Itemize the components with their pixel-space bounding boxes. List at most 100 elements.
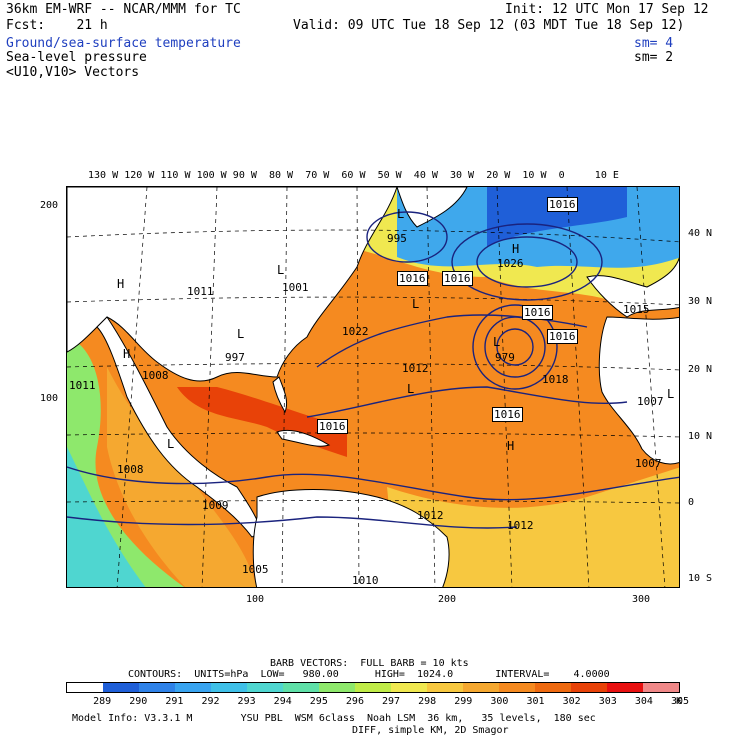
legend-value: 289 — [93, 696, 112, 707]
longitude-label: 10 W — [522, 170, 547, 181]
pressure-label: 1012 — [402, 362, 429, 375]
latitude-label: 40 N — [688, 228, 713, 239]
legend-values: 289 290 291 292 293 294 295 296 297 298 299 300 301 3… — [66, 696, 689, 708]
legend-swatch — [319, 683, 355, 692]
y-grid-label: 100 — [40, 393, 59, 404]
low-pressure-marker: L — [412, 297, 420, 311]
legend-swatch — [247, 683, 283, 692]
north-america-land — [67, 187, 398, 382]
longitude-label: 20 W — [486, 170, 511, 181]
pressure-label: 1005 — [242, 563, 269, 576]
legend-swatch — [175, 683, 211, 692]
legend-value: 294 — [273, 696, 292, 707]
legend-swatch — [643, 683, 679, 692]
isobars — [67, 211, 679, 529]
legend-swatch — [463, 683, 499, 692]
latitude-label: 0 — [688, 497, 695, 508]
x-grid-label: 100 — [246, 594, 265, 605]
longitude-label: 100 W — [196, 170, 227, 181]
legend-value: 300 — [490, 696, 509, 707]
pressure-label: 1022 — [342, 325, 369, 338]
low-pressure-marker: L — [237, 327, 245, 341]
pressure-label: 1018 — [542, 373, 569, 386]
latitude-label: 30 N — [688, 296, 713, 307]
pressure-label: 1016 — [317, 419, 348, 434]
pressure-label: 997 — [225, 351, 245, 364]
forecast-hour: Fcst: 21 h — [6, 18, 108, 33]
legend-value: 291 — [165, 696, 184, 707]
legend-value: 302 — [562, 696, 581, 707]
pressure-label: 979 — [495, 351, 515, 364]
legend-unit: K — [676, 696, 683, 707]
longitude-label: 10 E — [594, 170, 619, 181]
longitude-label: 70 W — [305, 170, 330, 181]
x-grid-label: 300 — [632, 594, 651, 605]
low-pressure-marker: L — [397, 207, 405, 221]
legend-value: 293 — [237, 696, 256, 707]
barb-vector-note: BARB VECTORS: FULL BARB = 10 kts — [270, 658, 469, 669]
low-pressure-marker: L — [493, 335, 501, 349]
low-pressure-marker: L — [167, 437, 175, 451]
legend-swatch — [535, 683, 571, 692]
pressure-label: 1008 — [117, 463, 144, 476]
legend-swatch — [355, 683, 391, 692]
south-america-land — [252, 489, 450, 587]
legend-swatch — [499, 683, 535, 692]
legend-swatch — [211, 683, 247, 692]
legend-value: 292 — [201, 696, 220, 707]
temperature-color-legend — [66, 682, 680, 693]
high-pressure-marker: H — [507, 439, 515, 453]
init-time: Init: 12 UTC Mon 17 Sep 12 — [505, 2, 709, 17]
pressure-label: 1016 — [492, 407, 523, 422]
legend-value: 303 — [598, 696, 617, 707]
valid-time: Valid: 09 UTC Tue 18 Sep 12 (03 MDT Tue … — [293, 18, 685, 33]
sst-south-atlantic — [387, 467, 679, 587]
longitude-label: 40 W — [413, 170, 438, 181]
longitude-label: 110 W — [160, 170, 191, 181]
longitude-label: 50 W — [377, 170, 402, 181]
high-pressure-marker: H — [117, 277, 125, 291]
longitude-label: 0 — [558, 170, 565, 181]
legend-swatch — [139, 683, 175, 692]
high-pressure-marker: H — [123, 347, 131, 361]
field-slp: Sea-level pressure — [6, 50, 147, 65]
pressure-label: 1012 — [417, 509, 444, 522]
longitude-label: 90 W — [232, 170, 257, 181]
low-pressure-marker: L — [407, 382, 415, 396]
cuba-land — [276, 430, 331, 447]
legend-swatch — [391, 683, 427, 692]
sst-pacific-warm — [107, 367, 257, 587]
weather-map: 1016 995 1016 1016 1026 1016 1016 1018 1016 1016 9… — [66, 186, 680, 588]
legend-value: 299 — [454, 696, 473, 707]
pressure-label: 1026 — [497, 257, 524, 270]
longitude-label: 60 W — [341, 170, 366, 181]
model-info: Model Info: V3.3.1 M YSU PBL WSM 6class … — [72, 713, 596, 724]
pressure-label: 1010 — [352, 574, 379, 587]
contour-info: CONTOURS: UNITS=hPa LOW= 980.00 HIGH= 10… — [128, 669, 610, 680]
pressure-label: 1016 — [397, 271, 428, 286]
pressure-label: 1016 — [547, 329, 578, 344]
legend-swatch — [283, 683, 319, 692]
pressure-label: 1011 — [69, 379, 96, 392]
legend-value: 296 — [345, 696, 364, 707]
legend-swatch — [427, 683, 463, 692]
legend-value: 295 — [309, 696, 328, 707]
high-pressure-marker: H — [512, 242, 520, 256]
x-grid-label: 200 — [438, 594, 457, 605]
africa-land — [598, 316, 679, 465]
greenland-land — [396, 187, 468, 228]
pressure-label: 1001 — [282, 281, 309, 294]
pressure-label: 1016 — [442, 271, 473, 286]
legend-value: 297 — [382, 696, 401, 707]
legend-value: 290 — [129, 696, 148, 707]
pressure-label: 1011 — [187, 285, 214, 298]
longitude-label: 120 W — [124, 170, 155, 181]
pressure-label: 1016 — [522, 305, 553, 320]
pressure-label: 1016 — [547, 197, 578, 212]
sst-very-cold — [487, 187, 627, 247]
field-vectors: <U10,V10> Vectors — [6, 65, 140, 80]
low-pressure-marker: L — [277, 263, 285, 277]
field-slp-sm: sm= 2 — [634, 50, 674, 65]
pressure-label: 1007 — [637, 395, 664, 408]
low-pressure-marker: L — [667, 387, 675, 401]
